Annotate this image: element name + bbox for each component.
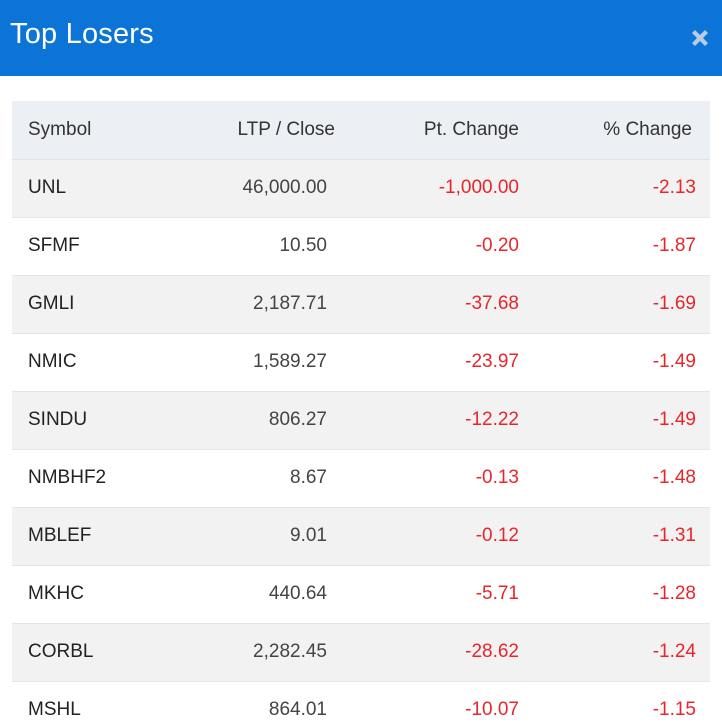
pct-change-cell: -1.48 bbox=[523, 449, 710, 508]
pt-change-cell: -12.22 bbox=[335, 391, 523, 450]
symbol-cell[interactable]: SINDU bbox=[12, 391, 188, 450]
ltp-cell: 8.67 bbox=[188, 449, 335, 508]
pt-change-cell: -37.68 bbox=[335, 275, 523, 334]
ltp-cell: 2,282.45 bbox=[188, 623, 335, 682]
symbol-cell[interactable]: MBLEF bbox=[12, 507, 188, 566]
table-body: UNL 46,000.00 -1,000.00 -2.13 SFMF 10.50… bbox=[12, 159, 710, 725]
ltp-cell: 864.01 bbox=[188, 681, 335, 725]
ltp-cell: 2,187.71 bbox=[188, 275, 335, 334]
pt-change-cell: -23.97 bbox=[335, 333, 523, 392]
ltp-cell: 10.50 bbox=[188, 217, 335, 276]
table-row[interactable]: GMLI 2,187.71 -37.68 -1.69 bbox=[12, 275, 710, 334]
pct-change-cell: -1.15 bbox=[523, 681, 710, 725]
symbol-cell[interactable]: NMIC bbox=[12, 333, 188, 392]
pt-change-cell: -0.13 bbox=[335, 449, 523, 508]
ltp-cell: 46,000.00 bbox=[188, 159, 335, 218]
column-header-ltp[interactable]: LTP / Close bbox=[188, 101, 335, 160]
pct-change-cell: -1.28 bbox=[523, 565, 710, 624]
table-row[interactable]: MBLEF 9.01 -0.12 -1.31 bbox=[12, 507, 710, 566]
table-row[interactable]: MKHC 440.64 -5.71 -1.28 bbox=[12, 565, 710, 624]
symbol-cell[interactable]: NMBHF2 bbox=[12, 449, 188, 508]
column-header-pt-change[interactable]: Pt. Change bbox=[335, 101, 523, 160]
pct-change-cell: -1.24 bbox=[523, 623, 710, 682]
pct-change-cell: -1.87 bbox=[523, 217, 710, 276]
table-row[interactable]: SFMF 10.50 -0.20 -1.87 bbox=[12, 217, 710, 276]
symbol-cell[interactable]: MSHL bbox=[12, 681, 188, 725]
ltp-cell: 9.01 bbox=[188, 507, 335, 566]
pt-change-cell: -1,000.00 bbox=[335, 159, 523, 218]
pct-change-cell: -2.13 bbox=[523, 159, 710, 218]
close-icon[interactable] bbox=[688, 26, 712, 50]
pt-change-cell: -0.12 bbox=[335, 507, 523, 566]
symbol-cell[interactable]: MKHC bbox=[12, 565, 188, 624]
pt-change-cell: -10.07 bbox=[335, 681, 523, 725]
table-row[interactable]: UNL 46,000.00 -1,000.00 -2.13 bbox=[12, 159, 710, 218]
table-row[interactable]: NMBHF2 8.67 -0.13 -1.48 bbox=[12, 449, 710, 508]
symbol-cell[interactable]: UNL bbox=[12, 159, 188, 218]
losers-table-wrapper: Symbol LTP / Close Pt. Change % Change U… bbox=[12, 101, 710, 725]
ltp-cell: 806.27 bbox=[188, 391, 335, 450]
symbol-cell[interactable]: CORBL bbox=[12, 623, 188, 682]
symbol-cell[interactable]: GMLI bbox=[12, 275, 188, 334]
table-row[interactable]: NMIC 1,589.27 -23.97 -1.49 bbox=[12, 333, 710, 392]
ltp-cell: 440.64 bbox=[188, 565, 335, 624]
table-row[interactable]: MSHL 864.01 -10.07 -1.15 bbox=[12, 681, 710, 725]
table-row[interactable]: CORBL 2,282.45 -28.62 -1.24 bbox=[12, 623, 710, 682]
pct-change-cell: -1.49 bbox=[523, 391, 710, 450]
modal-header: Top Losers bbox=[0, 0, 722, 76]
losers-table: Symbol LTP / Close Pt. Change % Change U… bbox=[12, 101, 710, 725]
pct-change-cell: -1.31 bbox=[523, 507, 710, 566]
pt-change-cell: -0.20 bbox=[335, 217, 523, 276]
pct-change-cell: -1.49 bbox=[523, 333, 710, 392]
header-row: Symbol LTP / Close Pt. Change % Change bbox=[12, 101, 710, 160]
pct-change-cell: -1.69 bbox=[523, 275, 710, 334]
modal-title: Top Losers bbox=[10, 17, 154, 50]
ltp-cell: 1,589.27 bbox=[188, 333, 335, 392]
table-row[interactable]: SINDU 806.27 -12.22 -1.49 bbox=[12, 391, 710, 450]
column-header-symbol[interactable]: Symbol bbox=[12, 101, 188, 160]
column-header-pct-change[interactable]: % Change bbox=[523, 101, 710, 160]
symbol-cell[interactable]: SFMF bbox=[12, 217, 188, 276]
pt-change-cell: -28.62 bbox=[335, 623, 523, 682]
pt-change-cell: -5.71 bbox=[335, 565, 523, 624]
close-icon-glyph bbox=[692, 30, 708, 46]
table-header: Symbol LTP / Close Pt. Change % Change bbox=[12, 101, 710, 160]
